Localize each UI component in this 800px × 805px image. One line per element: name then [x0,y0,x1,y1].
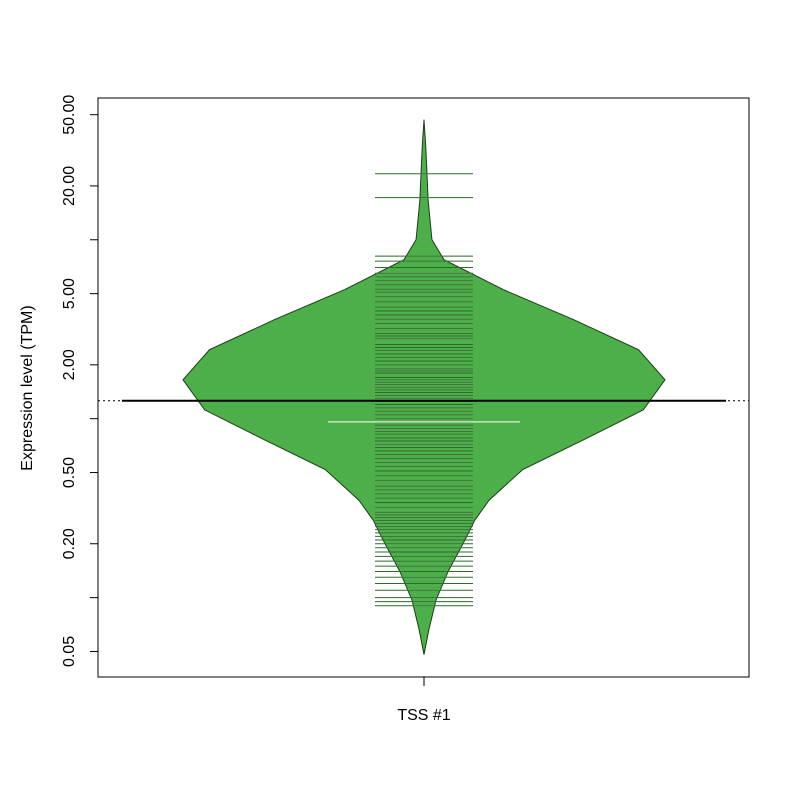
y-tick-label: 50.00 [61,95,78,135]
y-tick-label: 20.00 [61,166,78,206]
y-tick-label: 0.20 [61,528,78,559]
y-axis-label: Expression level (TPM) [19,305,36,470]
y-tick-label: 2.00 [61,349,78,380]
y-tick-label: 0.50 [61,457,78,488]
x-tick-label: TSS #1 [397,707,450,724]
y-tick-label: 0.05 [61,636,78,667]
y-tick-label: 5.00 [61,278,78,309]
